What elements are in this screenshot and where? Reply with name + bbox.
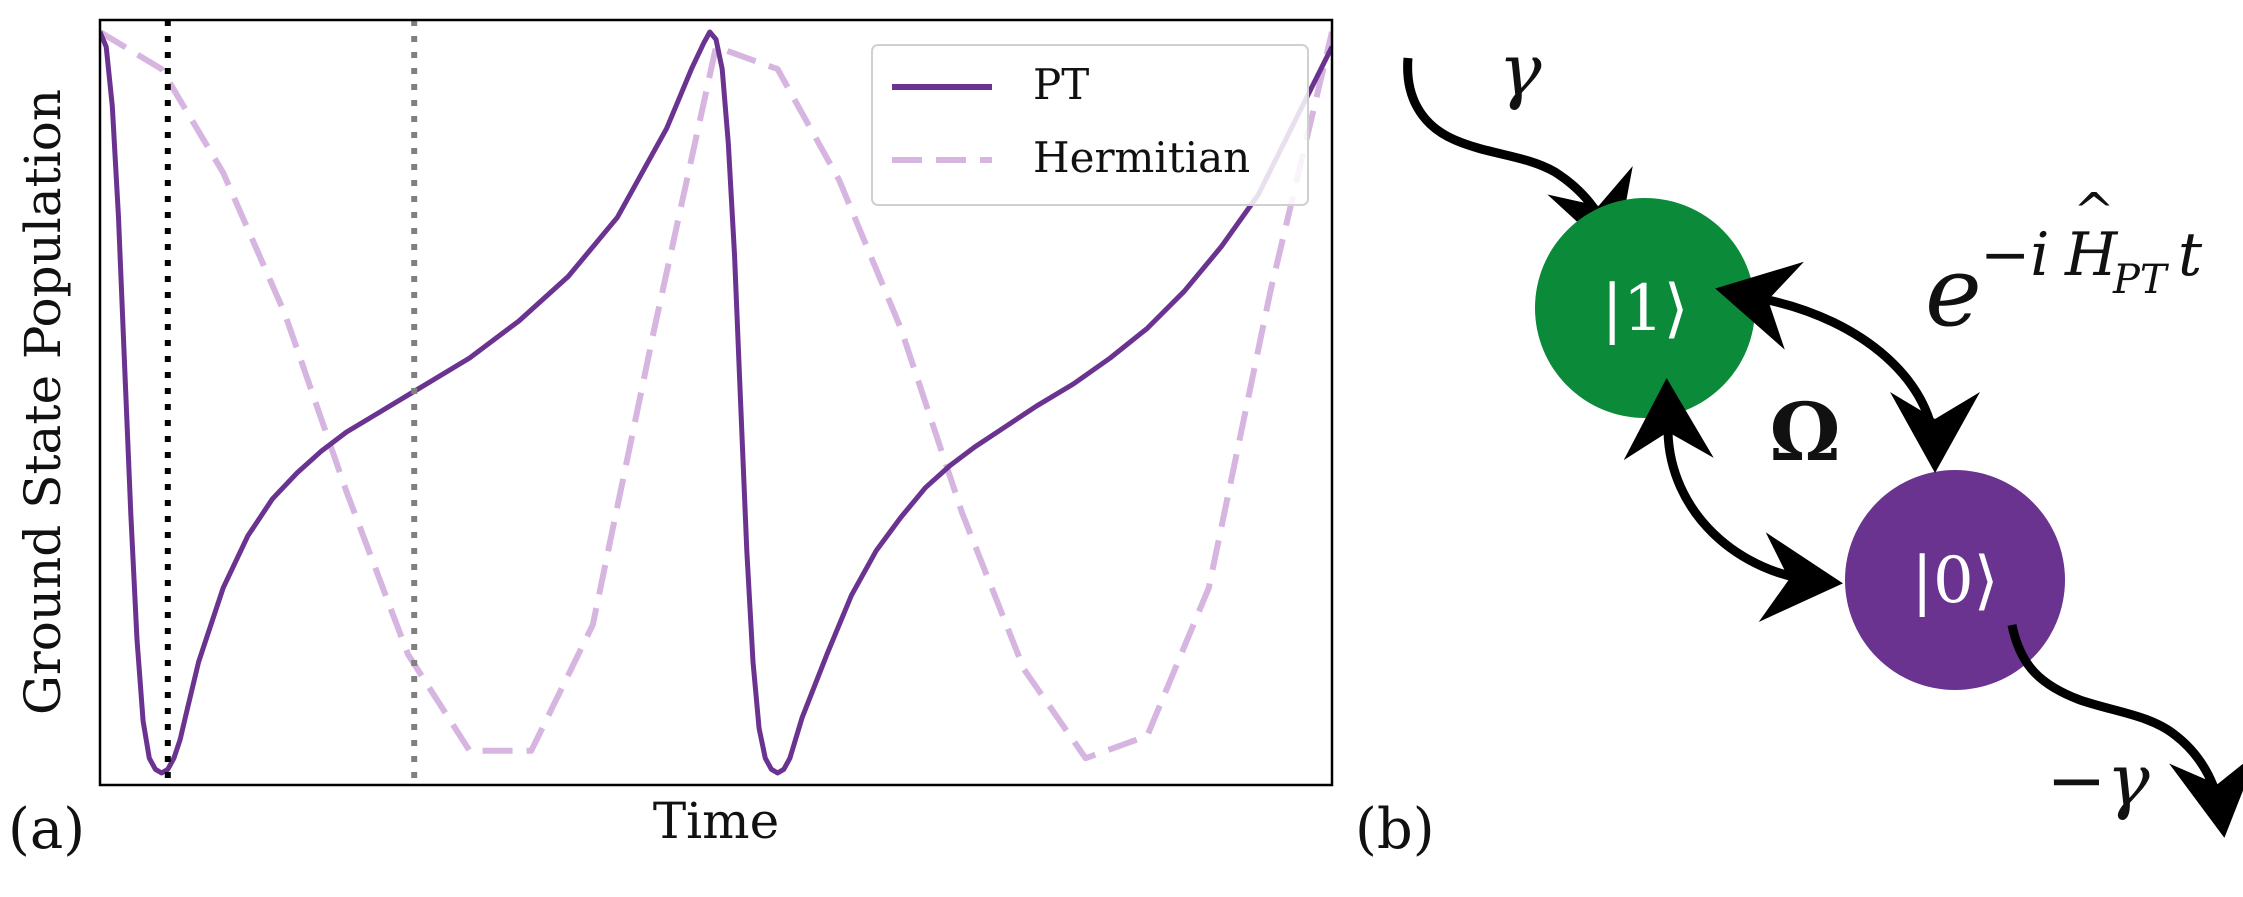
coupling-arrow-upper [1715, 261, 1980, 473]
plot-frame [98, 18, 1334, 787]
state-0-label: |0⟩ [1911, 544, 1998, 618]
panel-a-chart: PT Hermitian Time Ground State Populatio… [8, 18, 1334, 862]
evolution-subscript: PT [2112, 257, 2170, 303]
state-1-label: |1⟩ [1601, 272, 1688, 346]
series-layer [100, 29, 1332, 776]
coupling-arrow-lower [1623, 378, 1843, 622]
legend: PT Hermitian [871, 44, 1309, 206]
panel-b-label: (b) [1355, 797, 1435, 862]
gain-label: γ [1498, 28, 1542, 112]
panel-b-diagram: (b) γ |1⟩ |0⟩ Ω e −i H ^ PT t −γ [1355, 28, 2243, 862]
loss-arrow [2007, 624, 2243, 838]
legend-label-pt: PT [1033, 60, 1089, 109]
evolution-hat: ^ [2073, 182, 2115, 240]
coupling-label: Ω [1769, 385, 1840, 479]
evolution-base: e [1925, 236, 1982, 348]
series-line-pt [100, 29, 1332, 776]
evolution-operator: H [2064, 220, 2119, 290]
series-line-hermitian [100, 29, 1332, 762]
evolution-sup-prefix: −i [1980, 220, 2049, 290]
y-axis-label: Ground State Population [14, 89, 72, 715]
legend-label-hermitian: Hermitian [1033, 133, 1250, 182]
state-1-circle [1535, 198, 1755, 418]
evolution-suffix: t [2178, 220, 2203, 290]
gain-arrow [1403, 57, 1633, 258]
loss-label: −γ [2046, 738, 2150, 822]
evolution-operator-label: e −i H ^ PT t [1925, 182, 2203, 348]
x-axis-label: Time [653, 792, 779, 850]
panel-a-label: (a) [8, 797, 85, 862]
vertical-marker-layer [164, 20, 418, 785]
